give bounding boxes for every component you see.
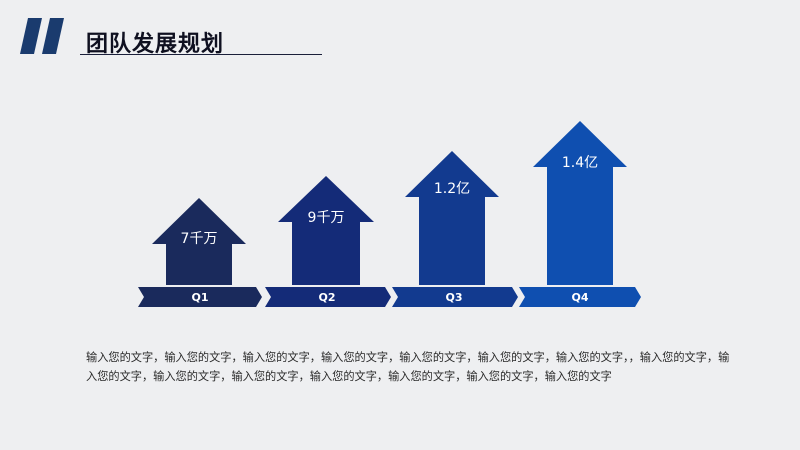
quarter-band-q3: [392, 287, 518, 307]
arrow-shape-q4: [533, 121, 627, 285]
quarter-band-q2: [265, 287, 391, 307]
growth-item-q3: 1.2亿 Q3: [392, 151, 518, 307]
quarter-label-q4: Q4: [571, 291, 588, 304]
quarter-label-q2: Q2: [318, 291, 335, 304]
double-slash-icon: [20, 18, 64, 54]
value-label-q3: 1.2亿: [434, 181, 470, 197]
quarter-band-q1: [138, 287, 262, 307]
arrow-shape-q3: [405, 151, 499, 285]
quarter-band-q4: [519, 287, 641, 307]
value-label-q2: 9千万: [308, 210, 345, 226]
growth-item-q1: 7千万 Q1: [138, 198, 262, 307]
body-paragraph: 输入您的文字，输入您的文字，输入您的文字，输入您的文字，输入您的文字，输入您的文…: [86, 351, 730, 383]
page-title: 团队发展规划: [86, 32, 225, 57]
quarter-label-q1: Q1: [191, 291, 208, 304]
value-label-q4: 1.4亿: [562, 155, 598, 171]
growth-item-q2: 9千万 Q2: [265, 176, 391, 307]
growth-item-q4: 1.4亿 Q4: [519, 121, 641, 307]
arrow-shape-q1: [152, 198, 246, 285]
title-underline: [80, 54, 322, 55]
quarter-label-q3: Q3: [445, 291, 462, 304]
arrow-shape-q2: [278, 176, 374, 285]
value-label-q1: 7千万: [181, 231, 218, 247]
